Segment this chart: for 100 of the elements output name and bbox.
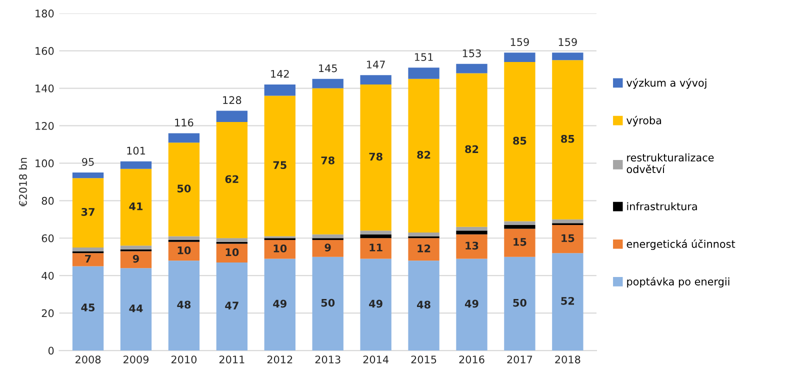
y-tick-label: 0 [48,346,54,355]
bar [264,258,296,351]
y-tick-label: 60 [42,234,54,242]
data-label: 50 [513,298,526,307]
data-label: 11 [370,244,382,252]
data-label: 41 [129,202,143,210]
bar [552,253,584,351]
x-tick-label: 2017 [507,356,532,364]
total-label: 101 [127,146,145,155]
bar [216,244,248,262]
bar [408,238,440,261]
bar [408,260,440,351]
y-tick-label: 120 [36,122,54,130]
bar [216,262,248,351]
data-label: 52 [561,296,574,305]
x-tick-label: 2011 [219,356,244,364]
total-label: 116 [175,118,194,127]
total-label: 147 [367,60,385,68]
data-label: 75 [273,161,286,170]
bar [264,84,296,96]
legend-label: energetická účinnost [626,239,736,250]
bar [456,258,488,351]
x-tick-label: 2018 [555,356,580,364]
bar [120,161,152,169]
bar [72,266,104,351]
x-tick-label: 2009 [124,356,149,364]
data-label: 85 [561,134,574,143]
y-tick-label: 20 [42,309,54,318]
bar [360,258,392,351]
bar [312,240,344,257]
bar [408,68,440,79]
bar [504,52,536,62]
data-label: 78 [321,156,334,164]
y-tick-label: 40 [42,272,54,280]
bar [312,78,344,88]
data-label: 49 [464,300,478,308]
data-label: 48 [417,300,430,309]
bar [168,236,200,240]
bar [360,238,392,259]
bar [216,110,248,122]
bar [216,238,248,242]
data-label: 10 [274,244,287,252]
bar [552,60,584,220]
bar [408,232,440,236]
data-label: 50 [178,184,191,192]
data-label: 82 [417,150,430,159]
bar [552,219,584,224]
bar [456,64,488,74]
data-label: 13 [466,242,478,250]
data-label: 12 [418,244,430,252]
bar [168,133,200,143]
bar [456,230,488,234]
legend-label: výzkum a vývoj [626,78,706,89]
bar [120,268,152,351]
bar [216,122,248,238]
x-tick-label: 2015 [411,356,436,364]
data-label: 50 [321,298,335,307]
data-label: 9 [324,244,331,252]
y-tick-label: 180 [36,10,54,18]
bar [552,225,584,254]
bar [264,96,296,236]
total-label: 153 [462,49,481,58]
y-tick-label: 160 [36,47,54,55]
x-tick-label: 2013 [315,356,340,364]
y-tick-label: 100 [36,159,54,168]
bar [120,168,152,246]
data-label: 15 [562,234,574,242]
bar [456,234,488,259]
bar [72,247,104,252]
bar [72,172,104,178]
bar [168,142,200,236]
total-label: 159 [510,38,529,46]
total-label: 142 [271,70,289,78]
data-label: 45 [81,304,95,312]
bar [504,225,536,229]
bar [504,62,536,222]
bar [72,178,104,248]
bar [504,221,536,226]
bar [120,251,152,268]
y-axis-title: €2018 bn [18,158,27,207]
total-label: 159 [558,38,577,46]
bar [264,240,296,259]
x-tick-label: 2008 [76,356,101,364]
bar [168,242,200,261]
total-label: 145 [319,64,337,72]
legend-label: infrastruktura [627,202,697,210]
bar [552,52,584,60]
data-label: 9 [132,254,139,263]
data-label: 7 [85,254,91,263]
y-tick-label: 80 [42,196,54,205]
data-label: 62 [225,175,238,184]
bar [504,228,536,257]
bar [360,234,392,238]
legend-label: výroba [626,116,662,126]
legend-label: poptávka po energii [627,277,730,288]
data-label: 78 [369,152,382,161]
data-label: 48 [177,300,191,309]
bar [312,234,344,238]
data-label: 47 [225,302,238,310]
data-label: 49 [369,300,382,308]
